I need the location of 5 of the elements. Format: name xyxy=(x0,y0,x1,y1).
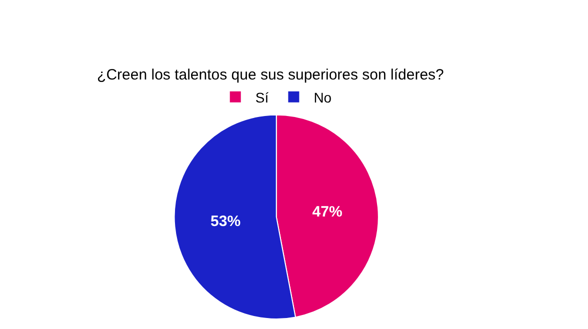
chart-title: ¿Creen los talentos que sus superiores son líderes? xyxy=(97,66,444,84)
legend-label: No xyxy=(314,89,332,106)
legend-label: Sí xyxy=(255,89,269,106)
data-label: 47% xyxy=(312,204,342,221)
data-label: 53% xyxy=(210,213,241,230)
